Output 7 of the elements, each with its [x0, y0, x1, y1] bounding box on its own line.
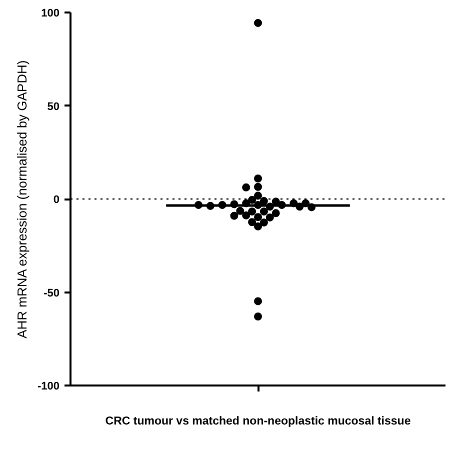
y-tick-label: -100 — [37, 380, 60, 392]
y-axis-title: AHR mRNA expression (normalised by GAPDH) — [14, 60, 30, 338]
y-tick-label: -50 — [44, 287, 60, 300]
y-tick-label: 100 — [41, 8, 60, 20]
x-axis-title: CRC tumour vs matched non-neoplastic mucosal tissue — [105, 416, 411, 428]
y-tick-label: 0 — [53, 194, 60, 206]
y-tick-label: 50 — [47, 100, 60, 113]
